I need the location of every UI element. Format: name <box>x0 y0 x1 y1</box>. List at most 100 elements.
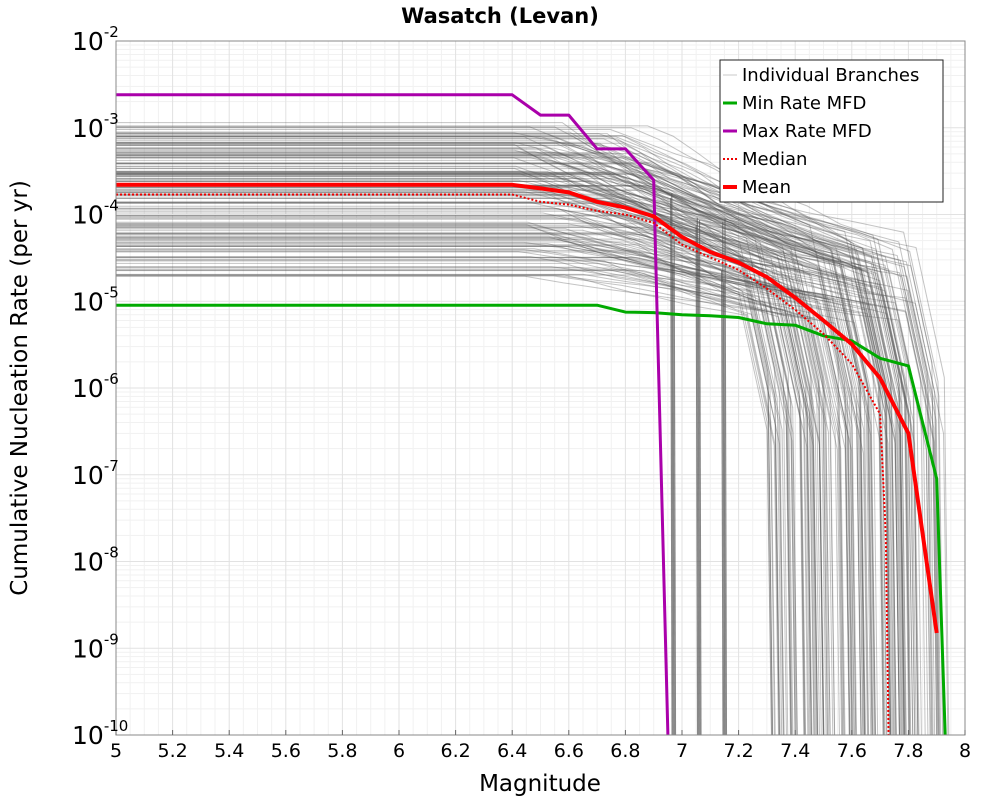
branch-line <box>116 163 931 735</box>
branch-line <box>116 174 885 735</box>
y-axis-ticks: 10-2 10-3 10-4 10-5 10-6 10-7 10-8 10-9 10-10 <box>72 23 128 750</box>
branch-line <box>116 236 855 735</box>
branch-line <box>116 185 922 735</box>
branch-line <box>116 147 911 735</box>
branch-line <box>116 245 929 735</box>
branch-line <box>116 156 864 735</box>
branch-line <box>116 202 806 735</box>
branch-cutoff-line <box>721 270 724 735</box>
branch-line <box>116 231 902 735</box>
branch-line <box>116 175 783 735</box>
branch-line <box>116 189 865 735</box>
branch-line <box>116 155 886 735</box>
branch-line <box>116 216 906 735</box>
x-tick-label: 5.6 <box>271 740 301 762</box>
branch-line <box>116 173 796 735</box>
plot-frame <box>115 40 966 736</box>
branch-line <box>116 238 942 735</box>
branch-line <box>116 187 938 735</box>
branch-line <box>116 170 785 735</box>
branch-line <box>116 224 773 735</box>
branch-line <box>116 151 885 735</box>
branch-line <box>116 149 891 735</box>
branch-line <box>116 208 776 735</box>
branch-line <box>116 157 892 735</box>
branch-line <box>116 270 850 735</box>
branch-line <box>116 147 774 735</box>
branch-line <box>116 274 932 735</box>
y-tick-label: 10-3 <box>72 110 119 143</box>
branch-line <box>116 274 846 735</box>
branch-line <box>116 136 865 735</box>
branch-line <box>116 275 857 735</box>
branch-line <box>116 238 840 735</box>
legend-label: Mean <box>742 177 791 198</box>
branch-line <box>116 233 831 735</box>
series-line-min-rate-mfd <box>116 303 947 735</box>
branch-cutoff-line <box>722 221 725 735</box>
x-axis-label: Magnitude <box>479 771 601 797</box>
branch-line <box>116 153 828 735</box>
branch-line <box>116 218 813 735</box>
y-tick-label: 10-2 <box>72 23 119 56</box>
branch-line <box>116 225 807 735</box>
branch-line <box>116 274 780 735</box>
branch-line <box>116 259 901 735</box>
branch-line <box>116 189 907 735</box>
branch-line <box>116 151 904 735</box>
branch-line <box>116 256 797 735</box>
branch-line <box>116 165 812 735</box>
branch-line <box>116 195 894 735</box>
branch-line <box>116 162 905 735</box>
branch-line <box>116 237 792 735</box>
branch-line <box>116 154 874 735</box>
branch-line <box>116 173 872 735</box>
branch-line <box>116 180 944 735</box>
branch-line <box>116 215 941 735</box>
branch-line <box>116 136 824 735</box>
branch-line <box>116 189 936 735</box>
branch-line <box>116 144 815 735</box>
branch-line <box>116 251 854 735</box>
legend-label: Min Rate MFD <box>742 93 866 114</box>
branch-cutoff-line <box>673 226 677 735</box>
branch-line <box>116 205 792 735</box>
x-tick-label: 5 <box>110 740 122 762</box>
legend-label: Max Rate MFD <box>742 121 872 142</box>
branch-line <box>116 185 903 735</box>
branch-line <box>116 217 806 735</box>
branch-line <box>116 202 890 735</box>
x-tick-label: 6 <box>393 740 405 762</box>
branch-cutoff-line <box>698 220 702 735</box>
branch-line <box>116 202 919 735</box>
branch-line <box>116 180 831 735</box>
legend: Individual Branches Min Rate MFD Max Rate … <box>719 59 944 203</box>
branch-line <box>116 197 862 735</box>
x-tick-label: 6.2 <box>440 740 470 762</box>
branch-line <box>116 185 905 735</box>
branch-line <box>116 236 901 735</box>
branch-line <box>116 192 792 735</box>
branch-line <box>116 202 910 735</box>
y-tick-label: 10-8 <box>72 544 119 577</box>
branch-cutoff-line <box>671 193 674 735</box>
branch-line <box>116 170 874 735</box>
branch-line <box>116 179 805 735</box>
branch-line <box>116 172 905 735</box>
x-tick-label: 5.8 <box>327 740 357 762</box>
branch-line <box>116 243 876 735</box>
branch-line <box>116 138 870 735</box>
branch-line <box>116 163 866 735</box>
branch-line <box>116 149 862 735</box>
branch-line <box>116 235 939 735</box>
y-axis-label: Cumulative Nucleation Rate (per yr) <box>7 180 33 596</box>
branch-line <box>116 250 853 735</box>
x-tick-label: 7.2 <box>723 740 753 762</box>
branch-line <box>116 273 843 735</box>
branch-line <box>116 173 934 735</box>
branch-line <box>116 257 825 735</box>
y-tick-label: 10-4 <box>72 197 119 230</box>
legend-label: Individual Branches <box>742 65 919 86</box>
